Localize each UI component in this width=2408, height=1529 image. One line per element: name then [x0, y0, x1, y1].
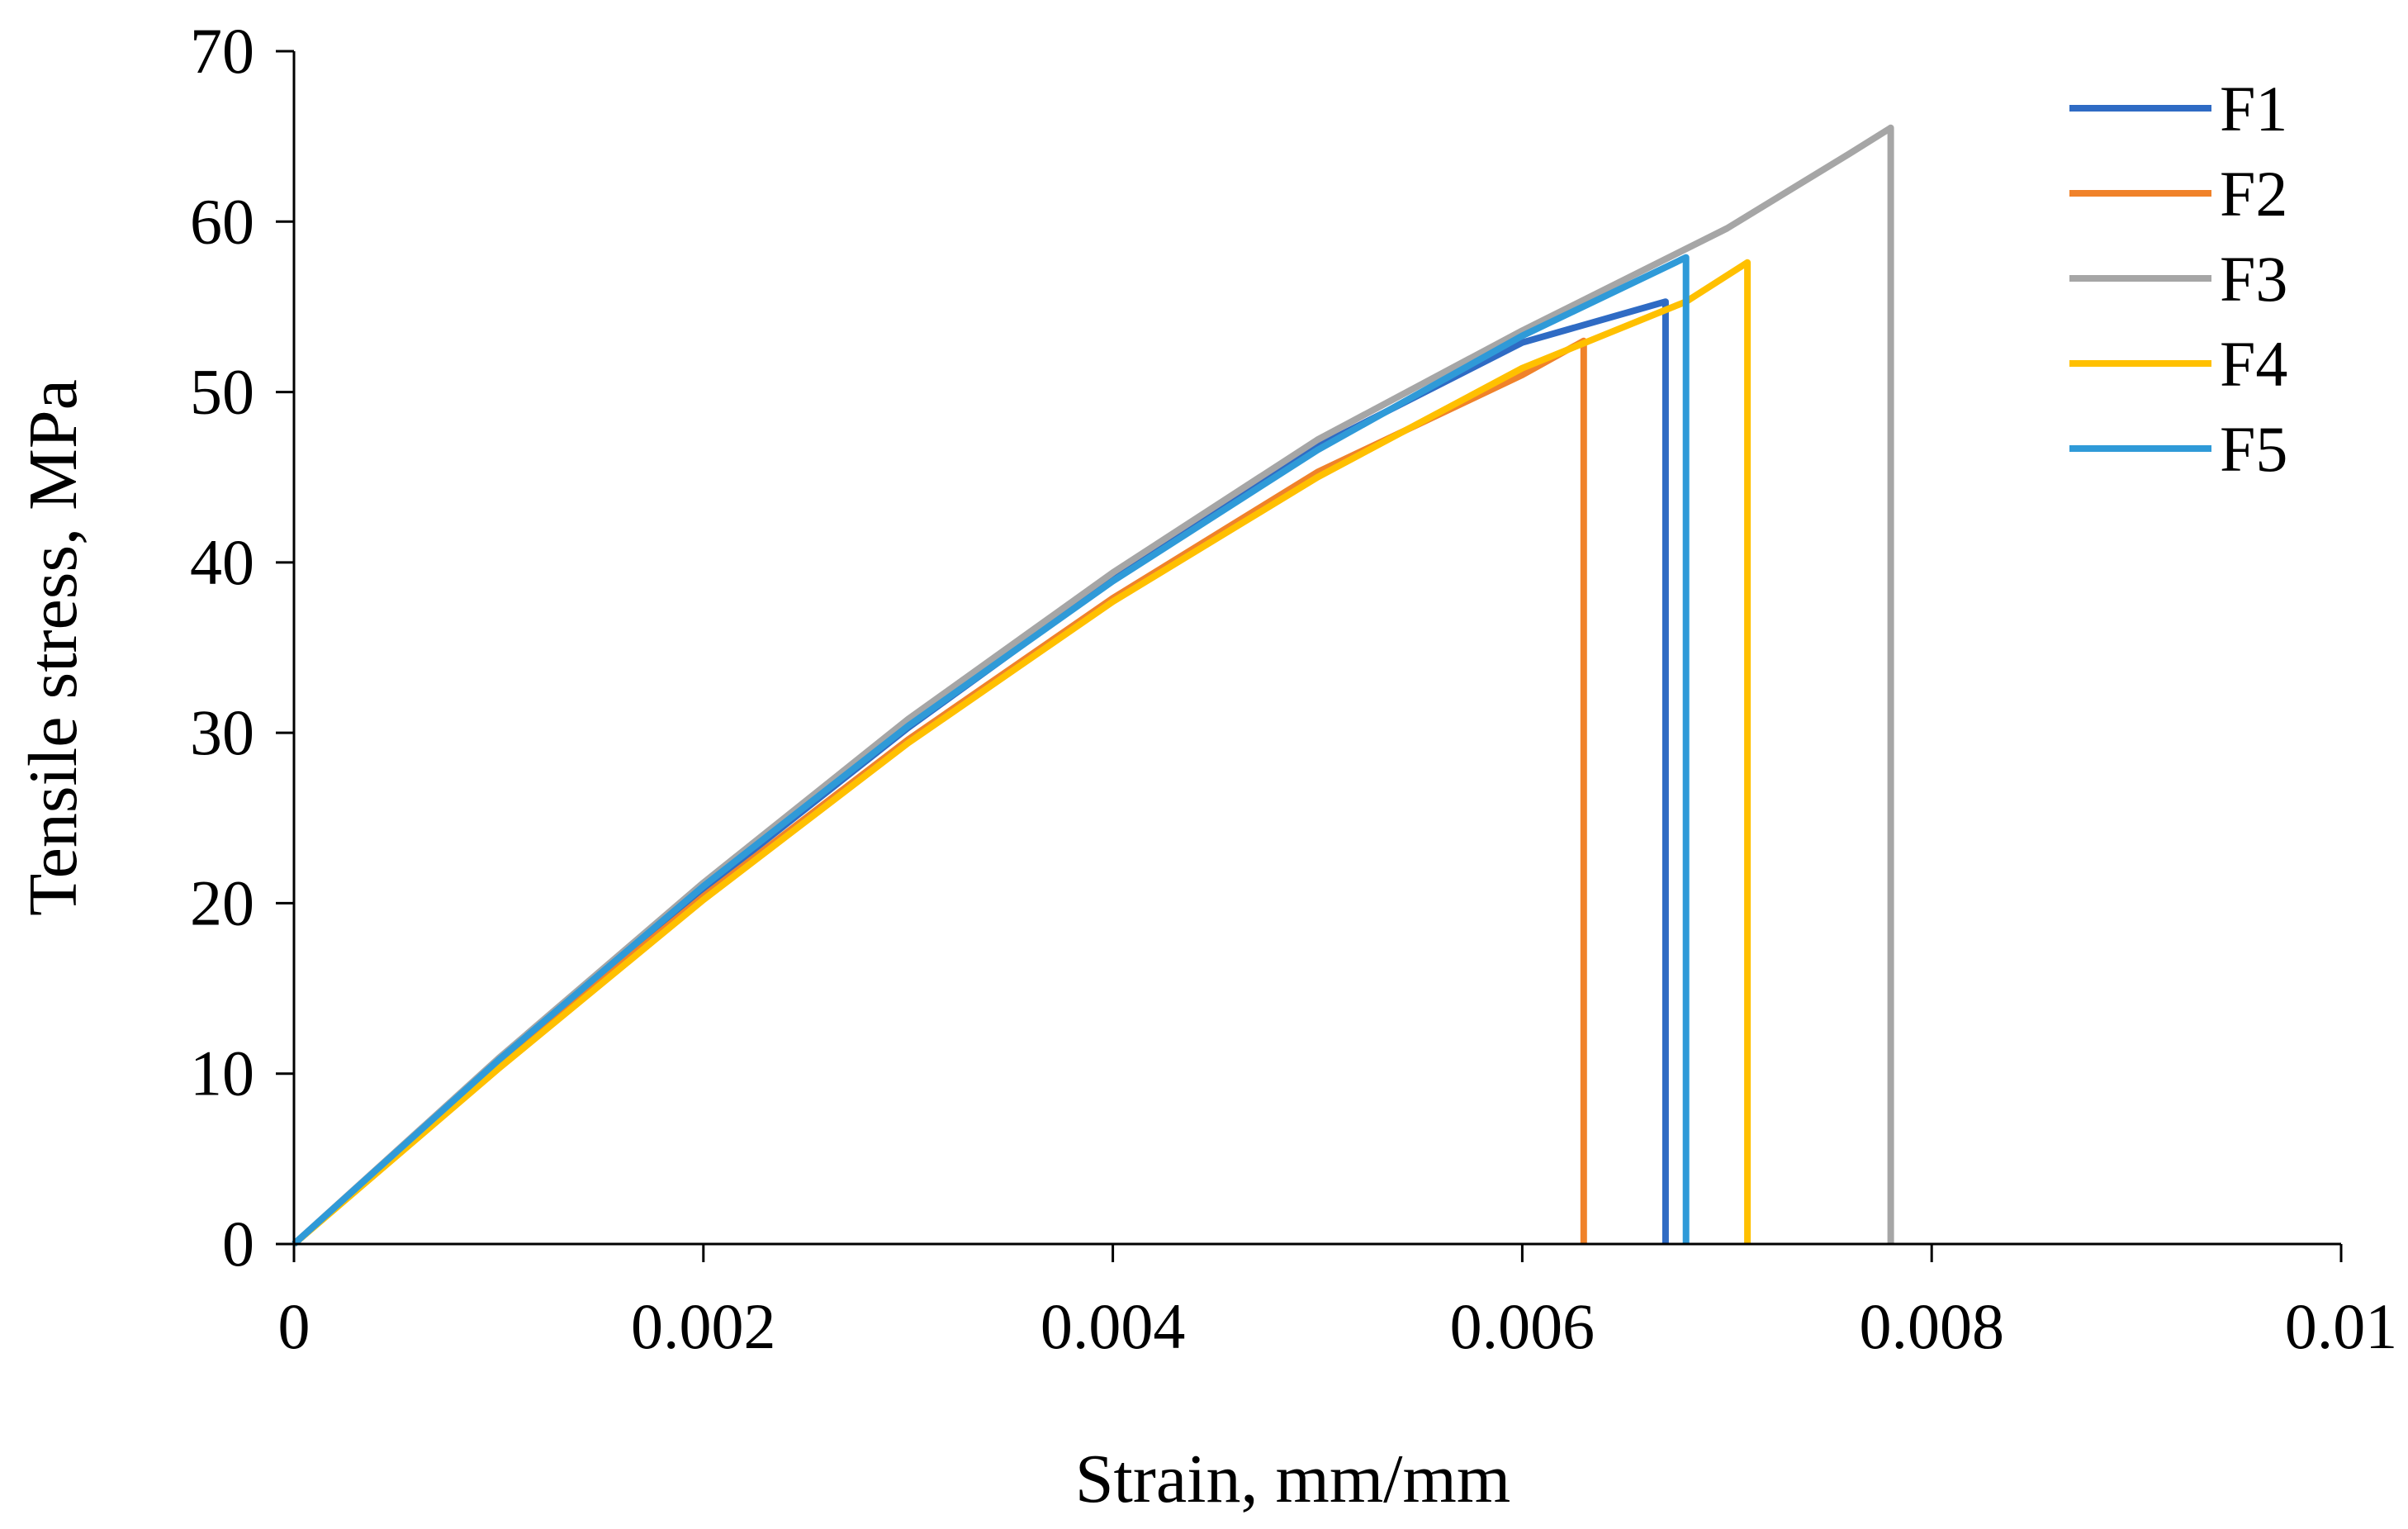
y-tick-label: 50 — [190, 356, 254, 428]
y-tick-label: 0 — [222, 1208, 254, 1280]
x-axis-title: Strain, mm/mm — [1075, 1441, 1510, 1517]
x-tick-label: 0.004 — [1040, 1290, 1186, 1362]
y-tick-label: 10 — [190, 1038, 254, 1109]
x-tick-label: 0.01 — [2285, 1290, 2398, 1362]
legend: F1 F2 F3 F4 F5 — [2069, 73, 2287, 485]
legend-label-f4: F4 — [2220, 328, 2287, 400]
series-line-f4 — [292, 259, 1751, 1247]
series-layer — [292, 124, 1894, 1247]
y-tick-label: 40 — [190, 526, 254, 598]
legend-label-f1: F1 — [2220, 73, 2287, 145]
x-tick-label: 0.006 — [1450, 1290, 1595, 1362]
x-tick-label: 0 — [278, 1290, 310, 1362]
x-tick-label: 0.002 — [631, 1290, 776, 1362]
legend-label-f2: F2 — [2220, 158, 2287, 230]
series-line-f5 — [292, 254, 1690, 1246]
y-tick-label: 60 — [190, 185, 254, 257]
y-tick-label: 70 — [190, 15, 254, 87]
x-axis-ticks: 0 0.002 0.004 0.006 0.008 0.01 — [278, 1244, 2398, 1362]
y-axis-title: Tensile stress, MPa — [15, 379, 92, 916]
y-axis-ticks: 0 10 20 30 40 50 60 70 — [190, 15, 294, 1280]
y-tick-label: 20 — [190, 867, 254, 938]
legend-label-f5: F5 — [2220, 413, 2287, 485]
x-tick-label: 0.008 — [1859, 1290, 2004, 1362]
y-tick-label: 30 — [190, 696, 254, 768]
legend-label-f3: F3 — [2220, 243, 2287, 315]
